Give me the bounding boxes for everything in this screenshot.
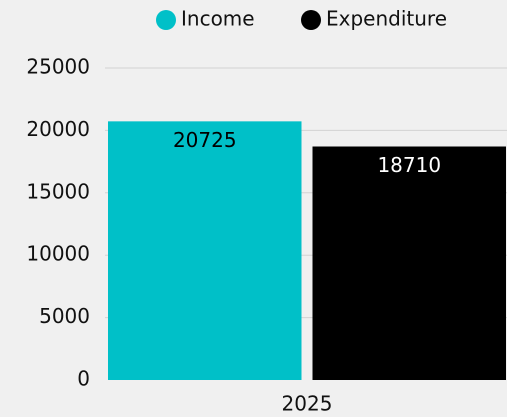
y-tick-label: 0 bbox=[77, 367, 90, 391]
legend-swatch bbox=[301, 10, 321, 30]
bar bbox=[108, 121, 302, 381]
data-label: 18710 bbox=[377, 153, 441, 177]
legend-swatch bbox=[156, 10, 176, 30]
y-tick-label: 10000 bbox=[26, 242, 90, 266]
bar bbox=[312, 146, 506, 380]
data-label: 20725 bbox=[173, 128, 237, 152]
y-tick-label: 20000 bbox=[26, 117, 90, 141]
y-tick-label: 25000 bbox=[26, 55, 90, 79]
x-tick-label: 2025 bbox=[282, 392, 333, 416]
y-tick-label: 15000 bbox=[26, 179, 90, 203]
legend-label: Expenditure bbox=[326, 7, 447, 31]
y-tick-label: 5000 bbox=[39, 304, 90, 328]
legend-label: Income bbox=[181, 7, 255, 31]
